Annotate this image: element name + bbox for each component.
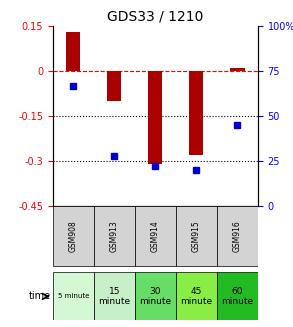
Title: GDS33 / 1210: GDS33 / 1210: [107, 9, 203, 24]
FancyBboxPatch shape: [217, 206, 258, 266]
Bar: [230, 68, 244, 71]
Text: 60
minute: 60 minute: [221, 287, 253, 306]
Text: 15
minute: 15 minute: [98, 287, 130, 306]
Text: 5 minute: 5 minute: [57, 293, 89, 300]
Text: time: time: [28, 291, 51, 301]
FancyBboxPatch shape: [53, 206, 94, 266]
FancyBboxPatch shape: [94, 272, 135, 320]
Text: 30
minute: 30 minute: [139, 287, 171, 306]
FancyBboxPatch shape: [135, 272, 176, 320]
FancyBboxPatch shape: [94, 206, 135, 266]
Text: GSM915: GSM915: [192, 220, 201, 252]
Bar: [66, 32, 80, 71]
Text: GSM913: GSM913: [110, 220, 119, 252]
FancyBboxPatch shape: [176, 272, 217, 320]
Bar: [148, 71, 162, 164]
Text: 45
minute: 45 minute: [180, 287, 212, 306]
FancyBboxPatch shape: [53, 272, 94, 320]
FancyBboxPatch shape: [176, 206, 217, 266]
Bar: [107, 71, 121, 101]
Text: GSM916: GSM916: [233, 220, 242, 252]
FancyBboxPatch shape: [217, 272, 258, 320]
Bar: [189, 71, 204, 155]
Text: GSM908: GSM908: [69, 220, 78, 252]
FancyBboxPatch shape: [135, 206, 176, 266]
Text: GSM914: GSM914: [151, 220, 160, 252]
